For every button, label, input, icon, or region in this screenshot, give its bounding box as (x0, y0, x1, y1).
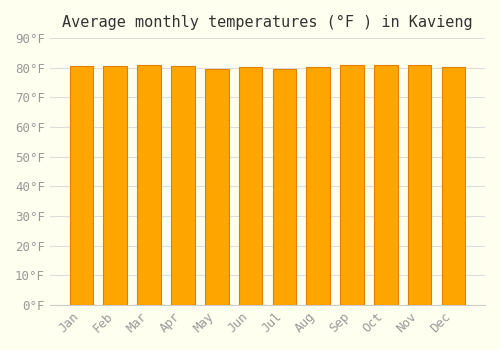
Bar (104, 66, 127, 305)
Bar (171, 66, 194, 305)
Bar (138, 65, 161, 305)
Bar (340, 65, 364, 305)
Bar (442, 67, 465, 305)
Bar (205, 69, 229, 305)
Bar (306, 66, 330, 305)
Bar (408, 64, 432, 305)
Bar (238, 67, 262, 305)
Bar (374, 64, 398, 305)
Title: Average monthly temperatures (°F ) in Kavieng: Average monthly temperatures (°F ) in Ka… (62, 15, 472, 30)
Bar (272, 69, 296, 305)
Bar (70, 66, 94, 305)
